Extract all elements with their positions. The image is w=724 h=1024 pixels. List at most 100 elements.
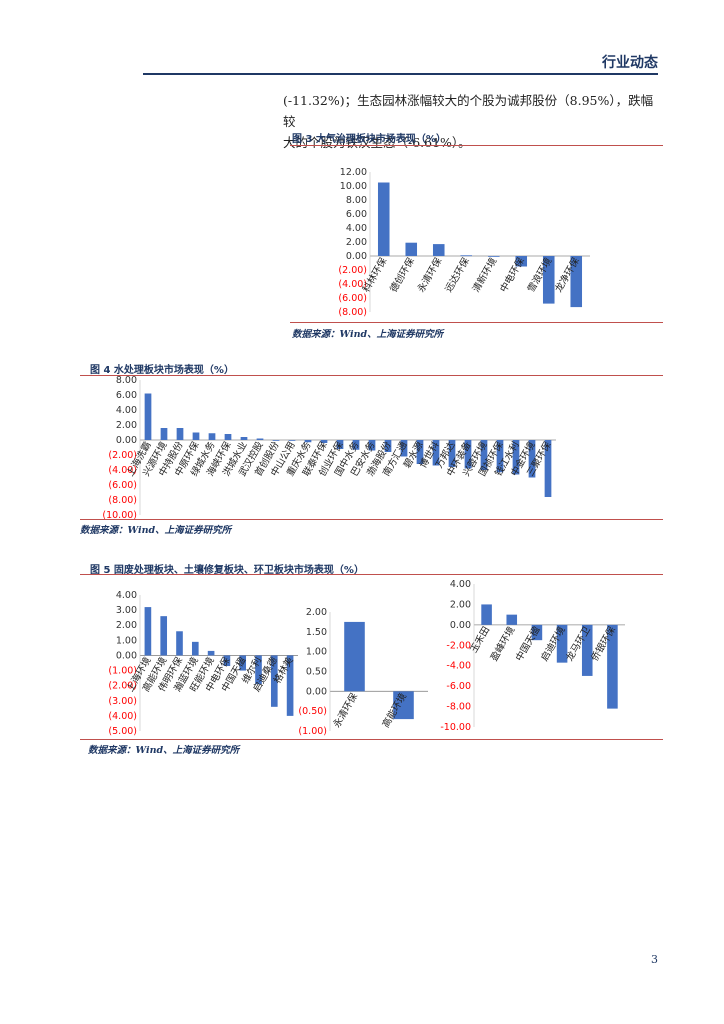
- bar: [191, 641, 199, 656]
- y-tick-label: (5.00): [108, 726, 137, 737]
- figure-4-source: 数据来源：Wind、上海证券研究所: [80, 525, 232, 536]
- bar: [570, 256, 583, 308]
- figure-5-top-rule: [80, 574, 663, 575]
- y-tick-label: 2.00: [450, 599, 471, 610]
- figure-3-bottom-rule: [290, 322, 663, 323]
- y-tick-label: 4.00: [346, 223, 367, 234]
- y-tick-label: 10.00: [340, 181, 367, 192]
- y-tick-label: 0.00: [450, 620, 471, 631]
- bar: [432, 244, 445, 256]
- bar: [144, 607, 152, 656]
- y-tick-label: -10.00: [440, 722, 471, 733]
- figure-3-title: 图 3 大气治理板块市场表现（%）: [292, 134, 446, 145]
- bar: [223, 655, 231, 667]
- figure-3-top-rule: [290, 145, 663, 146]
- bar: [464, 440, 472, 469]
- y-tick-label: (1.00): [298, 726, 327, 737]
- bar: [270, 655, 278, 707]
- y-tick-label: (4.00): [108, 465, 137, 476]
- bar: [336, 440, 344, 449]
- section-title: 行业动态: [602, 55, 658, 71]
- bar: [528, 440, 536, 478]
- y-tick-label: -6.00: [446, 681, 471, 692]
- bar: [416, 440, 424, 464]
- bar: [512, 440, 520, 475]
- y-tick-label: 0.00: [306, 686, 327, 697]
- y-tick-label: 2.00: [346, 237, 367, 248]
- y-tick-label: 0.50: [306, 667, 327, 678]
- x-category-label: 玉禾田: [468, 625, 492, 655]
- figure-5-source: 数据来源：Wind、上海证券研究所: [88, 745, 240, 756]
- bar: [556, 624, 568, 663]
- page-number: 3: [651, 953, 658, 966]
- y-tick-label: 1.00: [116, 635, 137, 646]
- y-tick-label: 12.00: [340, 167, 367, 178]
- body-line-2: 大的个股为铁汉生态（-6.61%）。: [283, 135, 471, 150]
- bar: [288, 440, 296, 441]
- bar: [208, 433, 216, 440]
- bar: [487, 256, 500, 257]
- bar: [393, 691, 414, 720]
- y-tick-label: 2.00: [116, 620, 137, 631]
- bar: [176, 631, 183, 656]
- bar: [405, 242, 418, 256]
- bar: [460, 255, 473, 257]
- bar: [384, 440, 392, 452]
- bar: [352, 440, 360, 450]
- bar: [448, 440, 456, 467]
- bar: [544, 440, 552, 497]
- figure-4-top-rule: [80, 375, 663, 376]
- bar: [515, 256, 528, 267]
- y-tick-label: (2.00): [108, 681, 137, 692]
- bar: [344, 621, 365, 692]
- y-tick-label: (3.00): [108, 696, 137, 707]
- y-tick-label: (1.00): [108, 666, 137, 677]
- bar: [192, 432, 200, 440]
- y-tick-label: 2.00: [116, 420, 137, 431]
- y-tick-label: -4.00: [446, 661, 471, 672]
- bar: [542, 256, 555, 304]
- y-tick-label: 2.00: [306, 607, 327, 618]
- y-tick-label: 3.00: [116, 605, 137, 616]
- body-line-1: (-11.32%)；生态园林涨幅较大的个股为诚邦股份（8.95%），跌幅较: [283, 93, 654, 129]
- figure-5-title: 图 5 固废处理板块、土壤修复板块、环卫板块市场表现（%）: [90, 565, 364, 576]
- bar: [480, 440, 488, 470]
- y-tick-label: (8.00): [338, 307, 367, 318]
- y-tick-label: (6.00): [338, 293, 367, 304]
- bar: [160, 616, 168, 656]
- y-tick-label: 4.00: [116, 590, 137, 601]
- bar: [240, 437, 248, 440]
- y-tick-label: (10.00): [102, 510, 137, 521]
- y-tick-label: 6.00: [116, 390, 137, 401]
- bar: [224, 434, 232, 440]
- bar: [581, 624, 593, 676]
- bar: [304, 440, 312, 443]
- y-tick-label: -2.00: [446, 640, 471, 651]
- bar: [432, 440, 440, 466]
- y-tick-label: 8.00: [346, 195, 367, 206]
- y-tick-label: (8.00): [108, 495, 137, 506]
- bar: [400, 440, 408, 457]
- bar: [160, 428, 168, 440]
- bar: [496, 440, 504, 473]
- header-rule: [143, 73, 658, 75]
- y-tick-label: 8.00: [116, 375, 137, 386]
- y-tick-label: 0.00: [346, 251, 367, 262]
- bar: [368, 440, 376, 451]
- figure-5-bottom-rule: [80, 739, 663, 740]
- bar: [320, 440, 328, 443]
- bar: [607, 624, 618, 709]
- y-tick-label: 6.00: [346, 209, 367, 220]
- y-tick-label: (4.00): [108, 711, 137, 722]
- bar: [255, 655, 262, 685]
- bar: [239, 655, 247, 671]
- y-tick-label: 0.00: [116, 650, 137, 661]
- bar: [506, 614, 518, 625]
- y-tick-label: (0.50): [298, 706, 327, 717]
- y-tick-label: (4.00): [338, 279, 367, 290]
